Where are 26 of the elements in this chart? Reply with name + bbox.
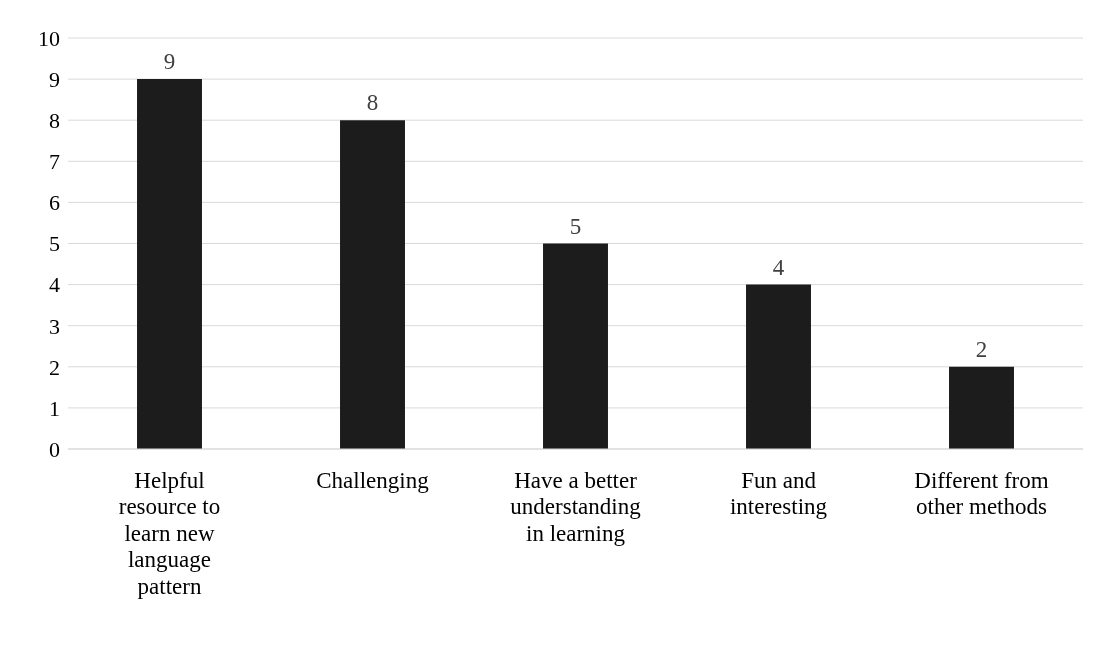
x-tick-label: Different from other methods	[914, 468, 1049, 520]
bar	[340, 120, 405, 449]
x-tick-label: Helpful resource to learn new language pattern	[118, 468, 221, 599]
x-tick-label: Fun and interesting	[729, 468, 828, 520]
y-tick-label: 10	[38, 25, 60, 51]
y-tick-label: 0	[49, 436, 60, 462]
bar	[949, 366, 1014, 449]
y-tick-label: 8	[49, 108, 60, 134]
bar	[746, 284, 811, 449]
data-label: 2	[975, 336, 988, 362]
bar	[543, 243, 608, 449]
y-tick-label: 1	[49, 395, 60, 421]
y-tick-label: 3	[49, 313, 60, 339]
data-label: 9	[163, 49, 176, 75]
y-tick-label: 9	[49, 66, 60, 92]
y-tick-label: 6	[49, 190, 60, 216]
x-tick-label: Challenging	[316, 468, 430, 493]
bar	[137, 79, 202, 449]
data-label: 5	[569, 213, 582, 239]
y-tick-label: 5	[49, 231, 60, 257]
y-tick-label: 4	[49, 272, 60, 298]
data-label: 8	[366, 90, 379, 116]
x-tick-label: Have a better understanding in learning	[510, 468, 642, 546]
y-tick-label: 2	[49, 354, 60, 380]
data-label: 4	[772, 254, 785, 280]
y-tick-label: 7	[49, 149, 60, 175]
